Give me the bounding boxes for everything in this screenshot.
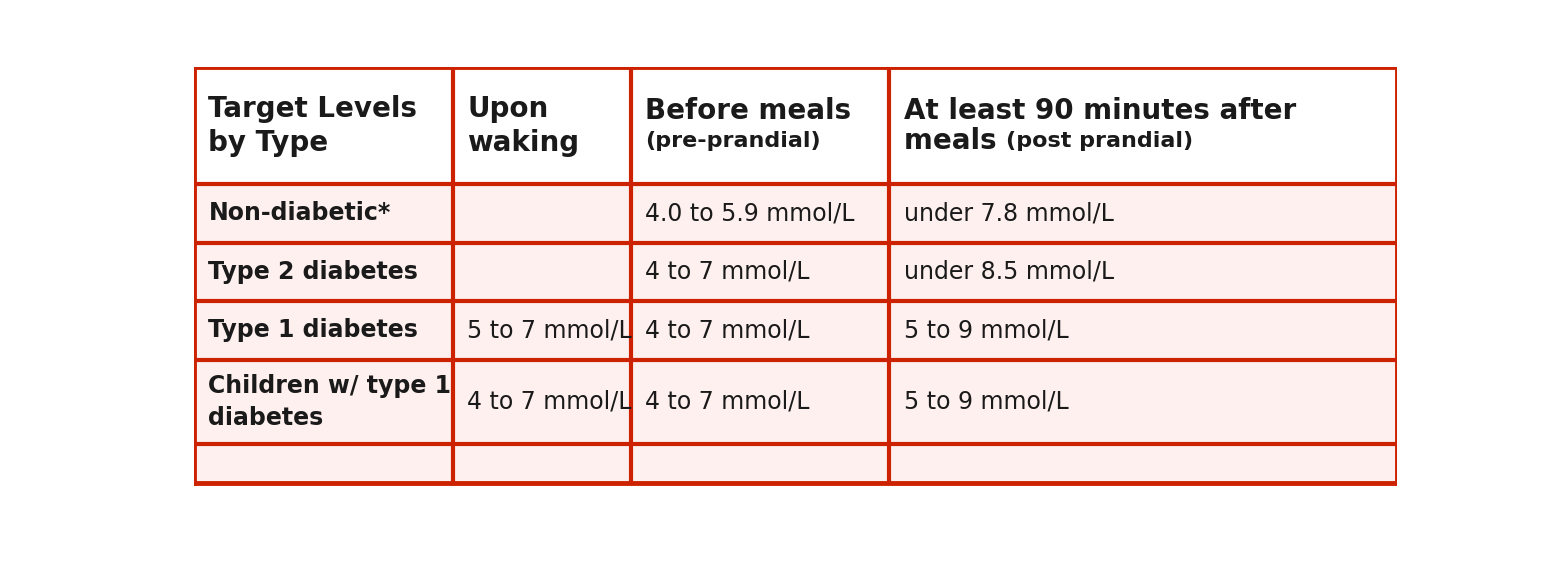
Text: At least 90 minutes after: At least 90 minutes after	[903, 97, 1296, 125]
Text: 4 to 7 mmol/L: 4 to 7 mmol/L	[646, 389, 810, 414]
Text: Type 2 diabetes: Type 2 diabetes	[208, 260, 419, 284]
Bar	[889, 243, 1397, 301]
Text: 4 to 7 mmol/L: 4 to 7 mmol/L	[646, 318, 810, 342]
Bar	[194, 360, 453, 444]
Text: 4 to 7 mmol/L: 4 to 7 mmol/L	[646, 260, 810, 284]
Bar	[630, 444, 889, 483]
Text: under 7.8 mmol/L: under 7.8 mmol/L	[903, 202, 1113, 225]
Bar	[194, 444, 453, 483]
Text: 4.0 to 5.9 mmol/L: 4.0 to 5.9 mmol/L	[646, 202, 855, 225]
Bar	[194, 243, 453, 301]
Bar	[453, 301, 630, 360]
Text: (pre-prandial): (pre-prandial)	[646, 131, 821, 151]
Bar	[889, 444, 1397, 483]
Bar	[453, 184, 630, 243]
Text: 5 to 7 mmol/L: 5 to 7 mmol/L	[467, 318, 632, 342]
Text: meals: meals	[903, 127, 1006, 155]
Text: 5 to 9 mmol/L: 5 to 9 mmol/L	[903, 318, 1068, 342]
Bar	[194, 184, 453, 243]
Bar	[453, 360, 630, 444]
Bar	[630, 243, 889, 301]
Bar	[630, 184, 889, 243]
Text: Type 1 diabetes: Type 1 diabetes	[208, 318, 419, 342]
Bar	[630, 67, 889, 184]
Bar	[889, 184, 1397, 243]
Text: Children w/ type 1
diabetes: Children w/ type 1 diabetes	[208, 374, 452, 429]
Bar	[194, 301, 453, 360]
Bar	[453, 243, 630, 301]
Bar	[194, 67, 453, 184]
Bar	[630, 301, 889, 360]
Bar	[630, 360, 889, 444]
Bar	[453, 444, 630, 483]
Text: 4 to 7 mmol/L: 4 to 7 mmol/L	[467, 389, 632, 414]
Text: Upon
waking: Upon waking	[467, 94, 579, 157]
Bar	[889, 360, 1397, 444]
Text: Target Levels
by Type: Target Levels by Type	[208, 94, 417, 157]
Text: (post prandial): (post prandial)	[1006, 131, 1193, 151]
Bar	[889, 301, 1397, 360]
Text: Non-diabetic*: Non-diabetic*	[208, 202, 391, 225]
Text: under 8.5 mmol/L: under 8.5 mmol/L	[903, 260, 1114, 284]
Text: 5 to 9 mmol/L: 5 to 9 mmol/L	[903, 389, 1068, 414]
Text: Before meals: Before meals	[646, 97, 850, 125]
Bar	[889, 67, 1397, 184]
Bar	[453, 67, 630, 184]
